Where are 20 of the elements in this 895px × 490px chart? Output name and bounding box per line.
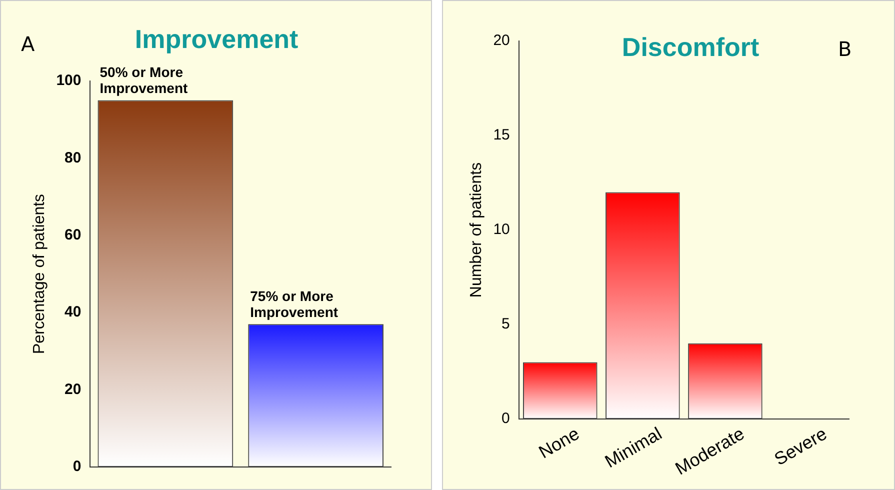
y-tick-label: 80 xyxy=(64,149,82,166)
chart-title: Discomfort xyxy=(622,32,760,62)
chart-title: Improvement xyxy=(134,24,299,54)
y-tick-label: 15 xyxy=(493,126,510,144)
x-tick-label: 75% or More Improvement xyxy=(250,288,338,320)
y-tick-label: 20 xyxy=(64,380,82,398)
y-axis-title: Number of patients xyxy=(468,162,486,298)
y-tick-label: 5 xyxy=(502,316,510,333)
annotation: B xyxy=(838,37,852,62)
text: A xyxy=(21,32,35,56)
y-tick-label: 0 xyxy=(502,410,510,428)
y-tick-label: 40 xyxy=(64,304,82,321)
y-tick-label: 20 xyxy=(493,32,510,50)
y-tick-label: 0 xyxy=(72,458,82,476)
y-axis-title: Percentage of patients xyxy=(31,194,48,354)
y-tick-label: 100 xyxy=(56,72,82,90)
x-tick-label: 50% or More Improvement xyxy=(100,64,188,96)
x-tick-label: None xyxy=(535,423,583,462)
y-tick-label: 60 xyxy=(64,226,82,244)
y-tick-label: 10 xyxy=(493,221,510,238)
